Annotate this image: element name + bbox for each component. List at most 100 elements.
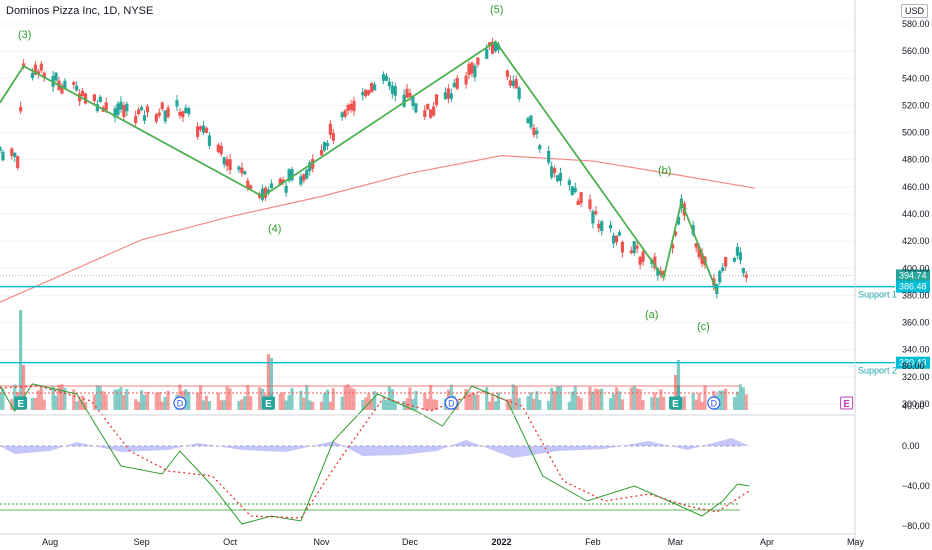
volume-bar <box>249 396 253 410</box>
candle-body <box>370 82 374 93</box>
candle-body <box>269 183 273 189</box>
candle-body <box>284 185 288 193</box>
volume-bar <box>614 387 619 410</box>
candle-body <box>491 41 495 54</box>
volume-bars <box>0 310 748 410</box>
candle-body <box>550 166 554 178</box>
candle-body <box>635 245 639 249</box>
volume-bar <box>163 396 167 410</box>
volume-bar <box>63 387 67 410</box>
candle-body <box>178 111 182 116</box>
volume-bar <box>328 401 332 410</box>
candle-body <box>632 241 636 254</box>
volume-bar <box>411 399 415 410</box>
volume-bar <box>656 397 660 410</box>
price-tick-label: 380.00 <box>902 290 930 300</box>
candle-body <box>673 231 678 236</box>
dividend-icon <box>444 396 458 410</box>
candle-body <box>75 85 79 91</box>
candle-body <box>201 125 206 133</box>
candle-body <box>116 103 120 115</box>
candle-body <box>464 75 468 85</box>
candle-body <box>163 110 167 122</box>
candle-body <box>508 80 512 86</box>
time-tick-label: Nov <box>314 537 331 547</box>
volume-bar <box>225 386 229 410</box>
earnings-icon <box>669 396 683 410</box>
candle-body <box>414 103 418 113</box>
candle-body <box>196 126 200 137</box>
volume-bar <box>493 401 498 410</box>
support-2-tag-bg <box>896 356 930 369</box>
volume-bar <box>381 399 386 410</box>
volume-bar <box>1 387 5 410</box>
volume-bar <box>281 392 285 410</box>
candle-body <box>54 72 58 81</box>
earnings-icon-label: E <box>843 399 850 410</box>
volume-bar <box>36 390 40 410</box>
candle-body <box>641 251 645 262</box>
volume-spike <box>673 375 678 410</box>
candle-body <box>263 187 268 198</box>
volume-bar <box>611 393 616 410</box>
candle-body <box>225 159 229 166</box>
volume-bar <box>57 384 61 410</box>
volume-bar <box>98 386 102 410</box>
time-tick-label: Feb <box>585 537 601 547</box>
volume-bar <box>39 386 43 410</box>
volume-bar <box>464 388 468 410</box>
candle-body <box>364 89 368 97</box>
candle-body <box>243 171 247 175</box>
candle-body <box>305 169 309 179</box>
osc-tick-label: 40.00 <box>902 401 925 411</box>
volume-bar <box>60 384 64 410</box>
time-tick-label: Aug <box>42 537 58 547</box>
volume-bar <box>576 395 580 410</box>
candle-body <box>488 42 492 47</box>
candle-body <box>10 148 14 156</box>
candle-body <box>697 246 701 257</box>
candle-body <box>198 126 203 130</box>
candle-body <box>60 85 64 94</box>
candle-body <box>432 106 436 116</box>
volume-bar <box>42 399 46 410</box>
candle-body <box>166 107 170 118</box>
volume-bar <box>721 390 725 410</box>
volume-bar <box>485 387 489 410</box>
volume-bar <box>228 388 232 410</box>
volume-bar <box>594 388 598 410</box>
price-tick-label: 420.00 <box>902 236 930 246</box>
candle-body <box>676 216 681 225</box>
candle-body <box>526 118 530 123</box>
candle-body <box>505 70 509 77</box>
dividend-icon <box>707 396 721 410</box>
time-tick-label: 2022 <box>491 537 511 547</box>
dividend-icon-label: D <box>448 399 455 409</box>
volume-bar <box>134 399 138 410</box>
volume-bar <box>570 391 574 410</box>
volume-bar <box>83 401 88 410</box>
candle-body <box>384 75 389 81</box>
volume-bar <box>30 397 35 410</box>
volume-bar <box>535 391 539 410</box>
volume-bar <box>346 384 350 410</box>
candle-body <box>119 101 123 110</box>
candle-body <box>423 110 427 118</box>
candle-body <box>573 187 577 193</box>
support-2-label: Support 2 <box>858 366 897 376</box>
candle-body <box>222 157 226 165</box>
currency-badge[interactable]: USD <box>901 4 929 18</box>
candle-body <box>614 235 619 243</box>
volume-bar <box>473 394 477 410</box>
volume-bar <box>691 392 695 410</box>
volume-bar <box>476 394 480 410</box>
candle-body <box>137 109 141 115</box>
candle-body <box>653 256 657 269</box>
dividend-icon <box>173 396 187 410</box>
candle-body <box>204 127 209 133</box>
candle-body <box>532 127 536 135</box>
volume-bar <box>600 388 604 410</box>
volume-bar <box>187 391 191 410</box>
chart-title: Dominos Pizza Inc, 1D, NYSE <box>6 5 154 17</box>
